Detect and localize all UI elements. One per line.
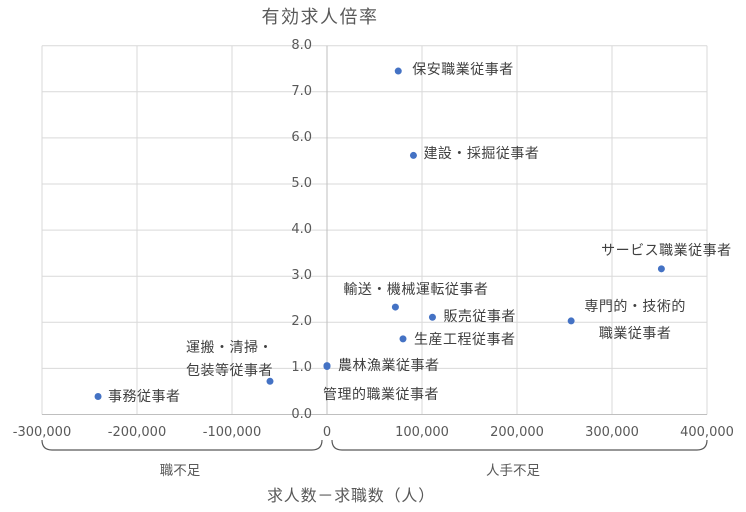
x-tick-label: 200,000	[490, 425, 544, 440]
x-tick-label: -200,000	[107, 425, 167, 440]
y-tick-label: 6.0	[291, 129, 312, 145]
data-point	[428, 313, 436, 321]
y-tick-label: 3.0	[291, 268, 312, 284]
data-point	[657, 265, 665, 273]
data-point-label: 建設・採掘従事者	[423, 146, 540, 163]
data-point	[323, 363, 331, 371]
y-tick-label: 2.0	[291, 314, 312, 330]
data-point	[394, 67, 402, 75]
data-point	[409, 151, 417, 159]
data-point-label: 輸送・機械運転従事者	[343, 282, 489, 299]
labor-shortage-bracket	[331, 439, 708, 451]
y-tick-label: 1.0	[291, 360, 312, 376]
data-point	[266, 377, 274, 385]
x-tick-label: 0	[322, 425, 332, 440]
y-tick-label: 0.0	[291, 406, 312, 422]
y-tick-label: 7.0	[291, 83, 312, 99]
data-point-label: 農林漁業従事者	[338, 357, 440, 374]
data-point-label: 専門的・技術的 職業従事者	[584, 298, 686, 342]
job-shortage-bracket	[41, 439, 323, 451]
data-point-label: 事務従事者	[108, 388, 181, 405]
data-point-label: 生産工程従事者	[414, 331, 516, 348]
data-point-label: 保安職業従事者	[412, 62, 514, 79]
y-tick-label: 4.0	[291, 222, 312, 238]
data-point	[94, 393, 102, 401]
data-point-label: 販売従事者	[443, 309, 516, 326]
data-point	[399, 335, 407, 343]
labor-shortage-label: 人手不足	[486, 463, 540, 479]
data-point-label: 管理的職業従事者	[323, 386, 439, 403]
data-point	[391, 303, 399, 311]
x-axis-title: 求人数－求職数（人）	[266, 486, 436, 505]
y-axis-title: 有効求人倍率	[261, 7, 379, 28]
x-tick-label: -100,000	[202, 425, 262, 440]
job-shortage-label: 職不足	[159, 463, 201, 479]
data-point-label: サービス職業従事者	[601, 242, 732, 259]
data-point-label: 運搬・清掃・ 包装等従事者	[186, 340, 273, 380]
x-tick-label: -300,000	[12, 425, 72, 440]
y-tick-label: 5.0	[291, 176, 312, 191]
x-tick-label: 400,000	[680, 425, 734, 440]
x-tick-label: 300,000	[585, 425, 639, 440]
y-tick-label: 8.0	[291, 37, 312, 53]
x-tick-label: 100,000	[395, 425, 449, 440]
data-point	[567, 317, 575, 325]
